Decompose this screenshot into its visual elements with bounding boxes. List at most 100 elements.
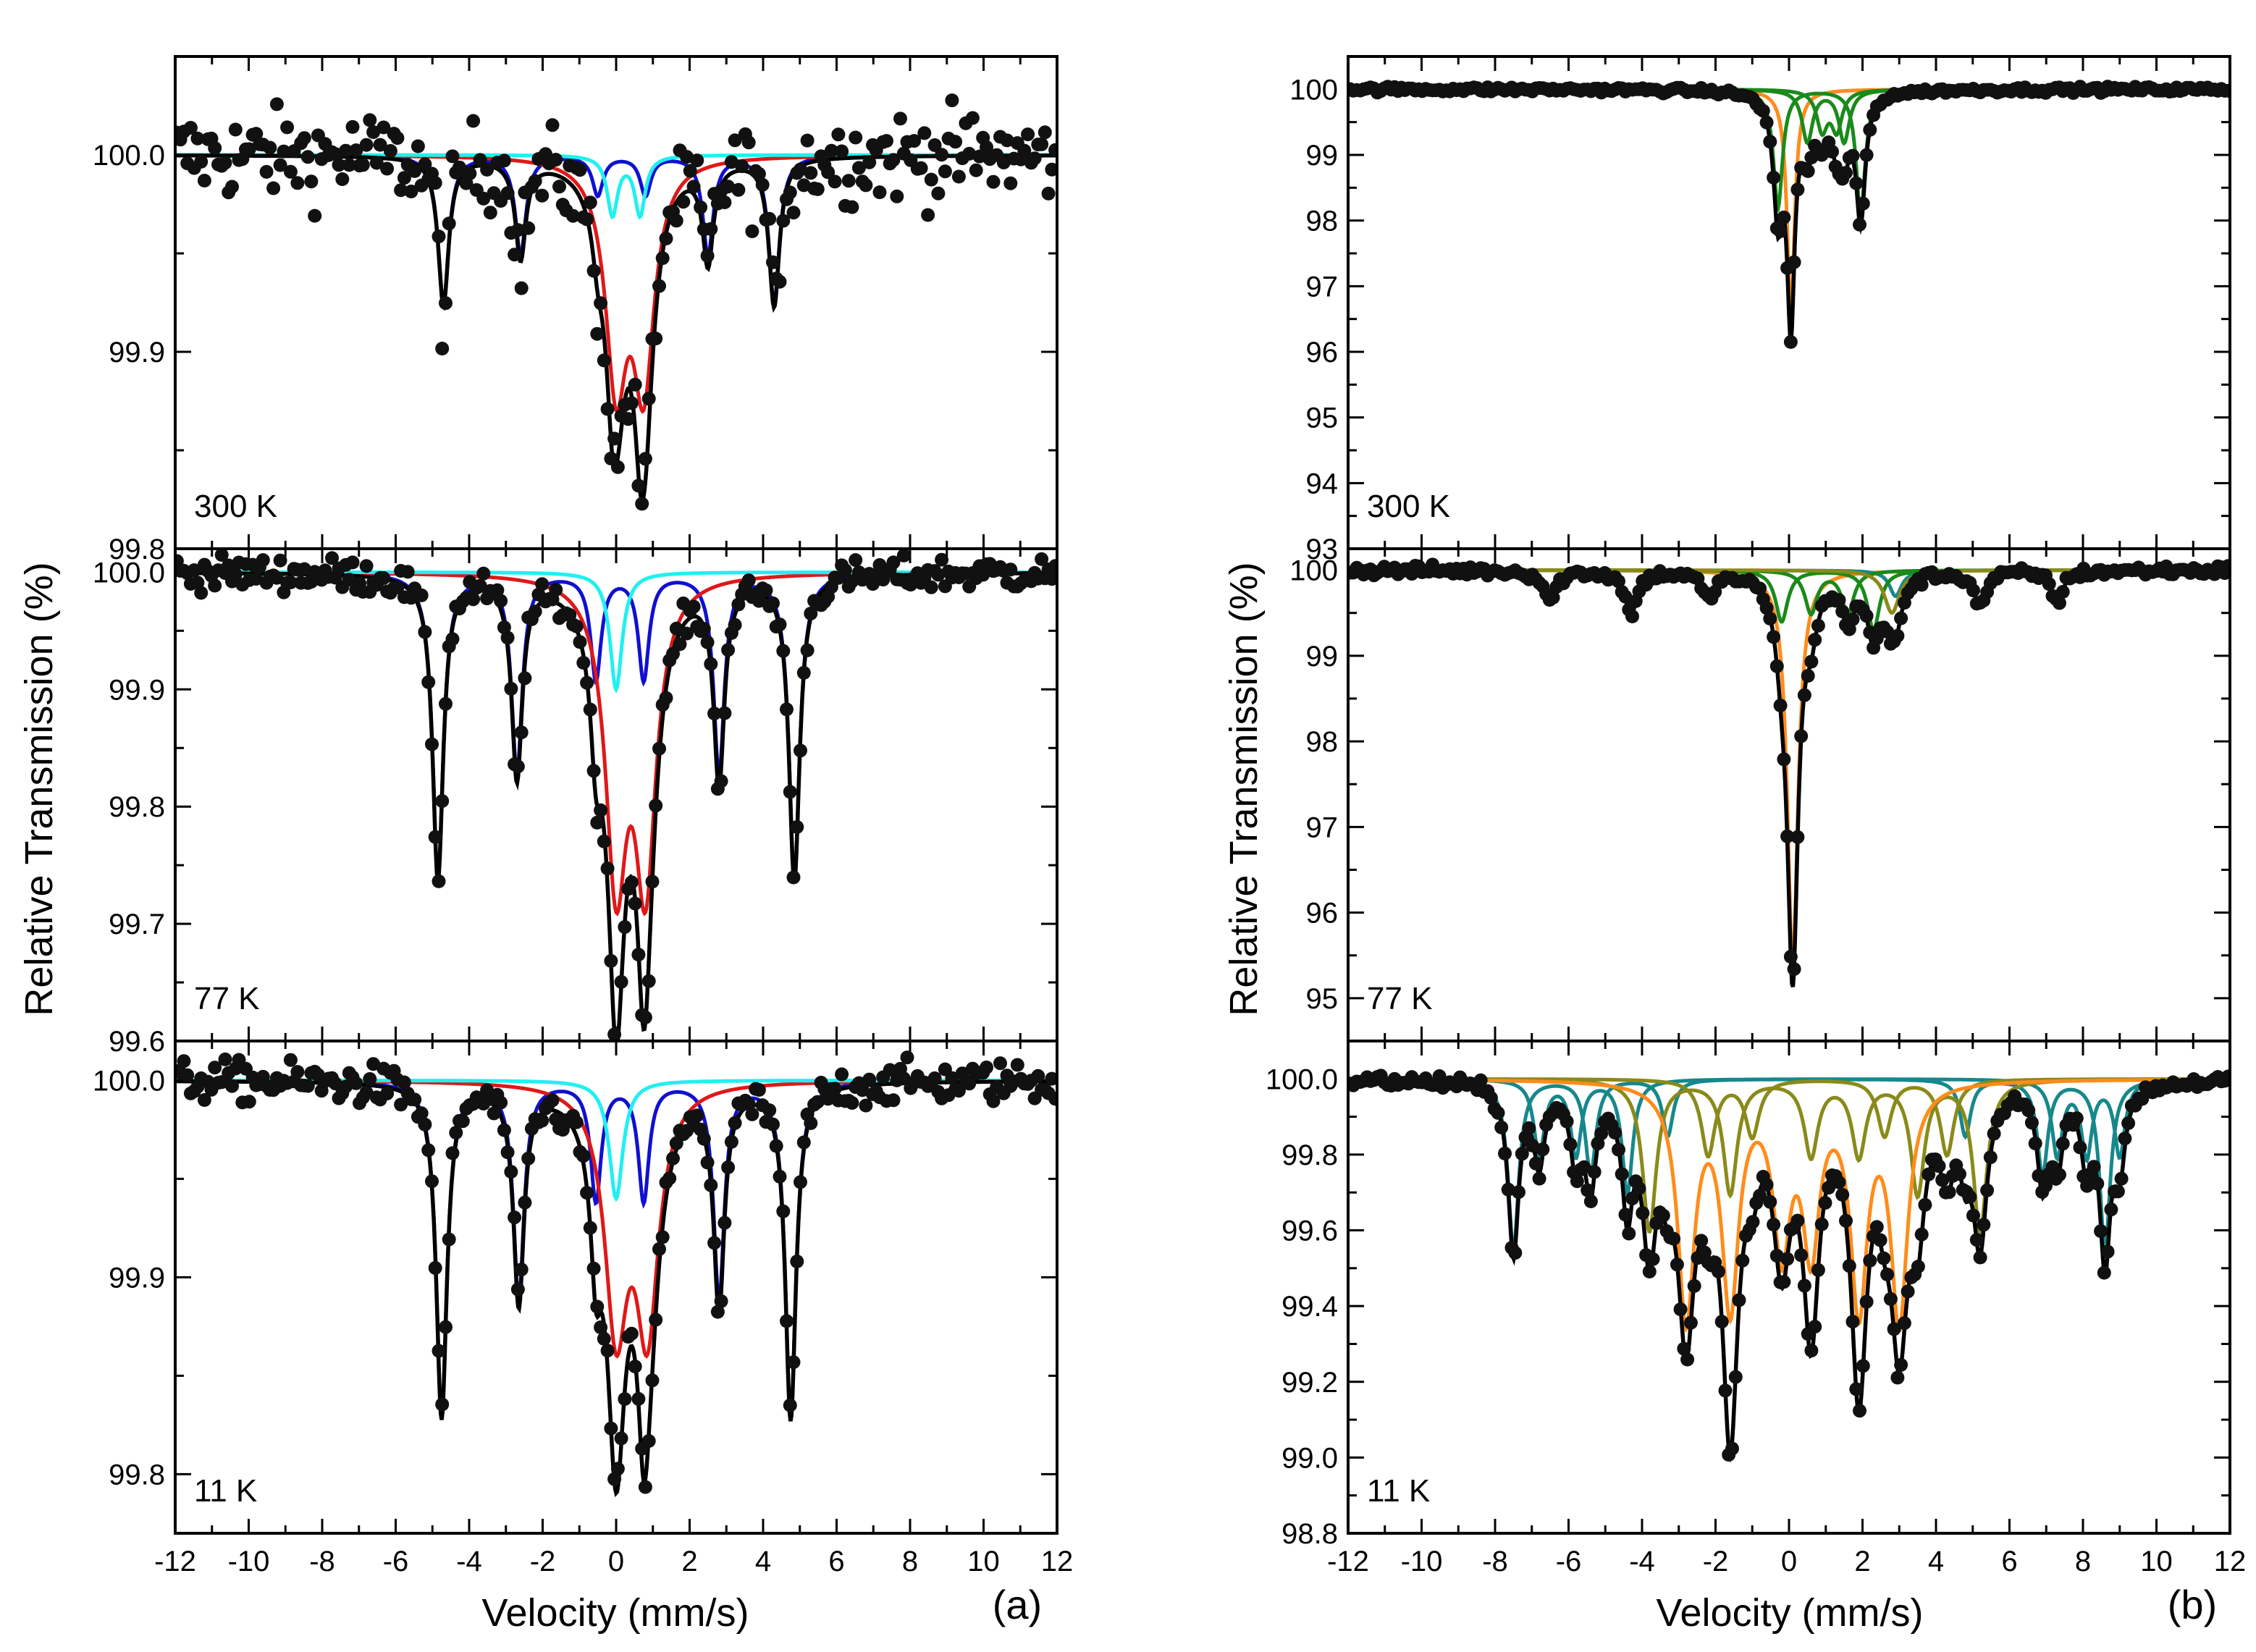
data-point (1680, 1352, 1695, 1367)
data-point (518, 1195, 532, 1210)
data-point (1822, 1181, 1836, 1195)
y-tick-label: 98.8 (1281, 1518, 1338, 1550)
data-point (2073, 1140, 2087, 1155)
data-point (476, 566, 491, 581)
data-point (766, 255, 780, 269)
data-point (821, 165, 836, 180)
data-point (618, 1392, 632, 1406)
data-point (1769, 1249, 1784, 1263)
data-point (218, 156, 232, 170)
data-point (225, 1079, 239, 1093)
data-point (666, 1151, 680, 1166)
data-point (907, 134, 922, 148)
data-point (583, 702, 597, 717)
data-point (600, 1344, 615, 1358)
data-point (600, 402, 615, 416)
data-point (1811, 1263, 1825, 1277)
data-point (1859, 148, 1874, 162)
data-point (614, 1431, 628, 1446)
y-tick-label: 99.6 (1281, 1215, 1338, 1247)
x-tick-label: -12 (154, 1546, 196, 1577)
data-point (2024, 1116, 2039, 1130)
data-point (717, 1215, 732, 1230)
data-point (969, 163, 983, 177)
data-point (445, 1146, 460, 1160)
data-point (735, 159, 749, 174)
data-point (717, 195, 732, 209)
data-point (721, 643, 736, 657)
data-point (1790, 182, 1805, 197)
data-point (704, 1178, 718, 1192)
data-point (190, 131, 205, 146)
data-point (1473, 1073, 1488, 1087)
data-point (1808, 1320, 1822, 1334)
data-point (1683, 1315, 1698, 1330)
data-point (283, 164, 298, 179)
data-point (752, 1083, 766, 1097)
data-point (786, 870, 801, 885)
data-point (480, 162, 494, 177)
data-point (835, 144, 849, 159)
data-point (673, 637, 687, 652)
data-point (1966, 1208, 1980, 1223)
data-point (269, 570, 284, 585)
data-point (1618, 589, 1633, 604)
y-tick-label: 100.0 (93, 557, 165, 589)
data-point (1918, 1197, 1932, 1212)
x-tick-label: 12 (1041, 1546, 1074, 1577)
subplot-frame (174, 1040, 1058, 1535)
data-point (645, 875, 660, 889)
x-tick-label: 0 (608, 1546, 624, 1577)
data-point (1563, 1137, 1578, 1152)
data-point (586, 264, 601, 278)
data-point (328, 1076, 342, 1091)
data-point (641, 1434, 656, 1448)
data-point (345, 119, 360, 134)
data-point (1942, 1185, 1956, 1200)
data-point (1797, 1278, 1811, 1293)
data-point (745, 224, 759, 238)
data-point (728, 618, 742, 632)
data-point (1035, 137, 1049, 151)
data-point (1787, 962, 1801, 977)
data-point (1790, 830, 1805, 844)
data-point (1048, 143, 1057, 157)
data-point (510, 759, 525, 774)
data-point (1532, 1171, 1546, 1186)
data-point (1763, 1194, 1777, 1209)
y-tick-label: 93 (1306, 534, 1339, 565)
data-point (497, 153, 511, 168)
data-point (1570, 1174, 1584, 1189)
data-point (1966, 583, 1980, 598)
data-point (1732, 1293, 1746, 1307)
data-point (686, 599, 701, 614)
subplot-11k: 100.0 99.9 99.8 11 K (93, 1040, 1058, 1535)
data-point (439, 1320, 453, 1334)
data-point (1987, 1126, 2001, 1141)
data-point (924, 580, 938, 594)
data-point (931, 186, 946, 201)
data-point (607, 1027, 622, 1041)
data-point (442, 216, 456, 231)
data-point (796, 178, 811, 193)
data-point (335, 172, 350, 186)
data-point (339, 143, 353, 158)
x-tick-label: 2 (681, 1546, 697, 1577)
data-point (1859, 1294, 1874, 1309)
data-point (380, 161, 395, 176)
data-point (951, 169, 966, 184)
data-point (638, 452, 652, 466)
data-point (669, 621, 683, 636)
data-point (1003, 176, 1018, 190)
data-point (2100, 1244, 2115, 1259)
data-point (576, 1149, 591, 1163)
data-point (755, 177, 770, 192)
data-point (1625, 610, 1639, 623)
data-point (576, 656, 591, 670)
x-tick-label: 10 (2140, 1546, 2173, 1577)
data-point (1773, 699, 1788, 712)
data-point (425, 1174, 439, 1189)
data-point (345, 555, 360, 570)
data-point (1003, 562, 1018, 577)
